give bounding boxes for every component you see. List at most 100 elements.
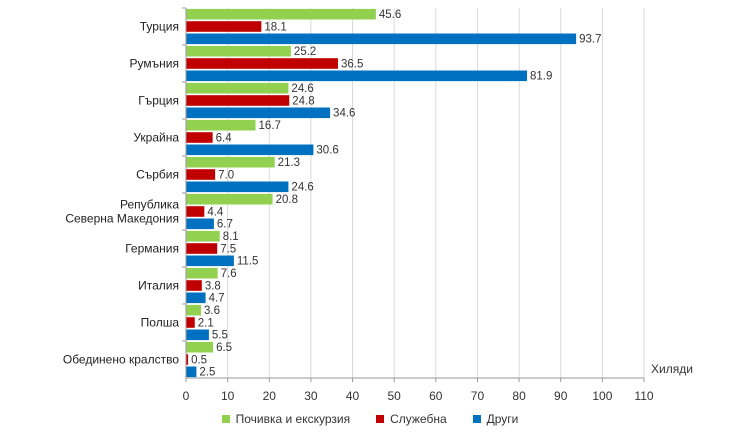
data-label: 11.5 xyxy=(237,256,259,268)
x-tick-label: 10 xyxy=(221,389,235,403)
category-label: Северна Македония xyxy=(65,212,179,226)
data-label: 45.6 xyxy=(379,9,401,21)
data-label: 16.7 xyxy=(259,120,281,132)
bar xyxy=(186,280,202,291)
bar xyxy=(186,58,338,69)
x-tick-label: 80 xyxy=(512,389,526,403)
data-label: 3.8 xyxy=(205,280,221,292)
bar xyxy=(186,169,216,180)
x-tick-label: 110 xyxy=(634,389,653,403)
category-label: Италия xyxy=(138,279,179,293)
bar xyxy=(186,107,331,119)
bar xyxy=(186,193,273,205)
data-label: 2.5 xyxy=(199,367,215,379)
x-tick-label: 50 xyxy=(388,389,402,403)
bar xyxy=(186,255,234,267)
category-label: Република xyxy=(120,198,179,212)
category-label: Турция xyxy=(140,20,179,34)
x-tick-label: 60 xyxy=(429,389,443,403)
legend-label-other: Други xyxy=(486,412,519,426)
data-label: 2.1 xyxy=(198,317,214,329)
x-tick-labels: 0 10 20 30 40 50 60 70 80 90 100 110 xyxy=(182,7,654,403)
data-label: 34.6 xyxy=(333,108,355,120)
bar xyxy=(186,206,205,217)
data-label: 0.5 xyxy=(191,354,207,366)
bar xyxy=(186,292,206,304)
legend-item-other: Други xyxy=(472,412,519,426)
bar xyxy=(186,354,189,365)
bar xyxy=(186,218,214,230)
data-label: 7.5 xyxy=(220,243,236,255)
bar xyxy=(186,45,291,57)
bar xyxy=(186,329,209,341)
data-label: 5.5 xyxy=(212,330,228,342)
legend-swatch-leisure xyxy=(221,415,230,423)
data-label: 24.8 xyxy=(292,95,314,107)
bar xyxy=(186,95,290,106)
x-tick-label: 90 xyxy=(554,389,568,403)
legend-swatch-business xyxy=(376,415,385,423)
bar xyxy=(186,341,214,353)
data-label: 21.3 xyxy=(278,157,300,169)
bar xyxy=(186,82,289,94)
category-label: Румъния xyxy=(130,57,179,71)
bar xyxy=(186,230,220,242)
legend-label-leisure: Почивка и екскурзия xyxy=(235,412,351,426)
legend: Почивка и екскурзия Служебна Други xyxy=(0,412,740,426)
legend-swatch-other xyxy=(472,415,481,423)
bar xyxy=(186,304,201,316)
data-label: 6.4 xyxy=(216,132,233,144)
data-label: 81.9 xyxy=(530,71,552,83)
bars xyxy=(186,8,577,378)
data-label: 24.6 xyxy=(291,182,313,194)
bar xyxy=(186,70,528,82)
bar xyxy=(186,243,218,254)
category-label: Германия xyxy=(125,242,179,256)
data-labels: 45.618.193.725.236.581.924.624.834.616.7… xyxy=(191,9,601,379)
data-label: 20.8 xyxy=(276,194,298,206)
bar xyxy=(186,317,195,328)
bar xyxy=(186,119,256,131)
data-label: 36.5 xyxy=(341,58,363,70)
data-label: 24.6 xyxy=(291,83,313,95)
data-label: 4.4 xyxy=(207,206,224,218)
bar xyxy=(186,366,197,378)
bar xyxy=(186,181,289,193)
x-tick-label: 100 xyxy=(592,389,612,403)
data-label: 7.0 xyxy=(218,169,234,181)
data-label: 8.1 xyxy=(223,231,239,243)
legend-label-business: Служебна xyxy=(390,412,447,426)
bar xyxy=(186,8,376,20)
bar xyxy=(186,156,275,168)
bar xyxy=(186,144,314,156)
bar xyxy=(186,33,577,45)
data-label: 4.7 xyxy=(209,293,225,305)
x-tick-label: 40 xyxy=(346,389,360,403)
category-label: Украйна xyxy=(133,131,179,145)
x-tick-label: 0 xyxy=(183,389,190,403)
category-label: Полша xyxy=(141,316,180,330)
bar xyxy=(186,267,218,279)
legend-item-leisure: Почивка и екскурзия xyxy=(221,412,351,426)
bar xyxy=(186,21,262,32)
category-label: Сърбия xyxy=(136,168,179,182)
bar xyxy=(186,132,213,143)
data-label: 3.6 xyxy=(204,305,220,317)
data-label: 18.1 xyxy=(264,21,286,33)
x-tick-label: 70 xyxy=(471,389,485,403)
legend-item-business: Служебна xyxy=(376,412,447,426)
category-labels: Турция Румъния Гърция Украйна Сърбия Републик… xyxy=(63,20,179,367)
x-tick-label: 20 xyxy=(263,389,277,403)
x-axis-unit-label: Хиляди xyxy=(651,362,693,376)
data-label: 6.7 xyxy=(217,219,233,231)
data-label: 30.6 xyxy=(316,145,338,157)
category-label: Гърция xyxy=(138,94,179,108)
data-label: 25.2 xyxy=(294,46,316,58)
gridlines xyxy=(227,8,645,378)
x-tick-label: 30 xyxy=(304,389,318,403)
data-label: 93.7 xyxy=(579,34,601,46)
data-label: 7.6 xyxy=(221,268,237,280)
category-label: Обединено кралство xyxy=(63,353,179,367)
data-label: 6.5 xyxy=(216,342,232,354)
